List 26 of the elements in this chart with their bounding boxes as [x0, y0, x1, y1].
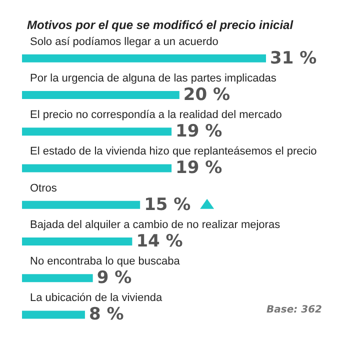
y-tick-label: Otros	[30, 182, 58, 194]
bar	[22, 274, 93, 282]
bar	[22, 54, 266, 62]
data-label: 14 %	[136, 231, 183, 252]
bar	[22, 164, 172, 172]
bar	[22, 237, 132, 246]
data-label: 8 %	[88, 304, 124, 325]
chart-title: Motivos por el que se modificó el precio inicial	[27, 18, 294, 32]
y-tick-label: No encontraba lo que buscaba	[30, 256, 181, 268]
data-label: 20 %	[183, 84, 230, 105]
bar	[22, 200, 140, 209]
bar	[22, 90, 180, 99]
y-tick-label: Bajada del alquiler a cambio de no realizar mejoras	[30, 218, 281, 231]
text: Base: 362	[266, 304, 322, 316]
y-tick-label: La ubicación de la vivienda	[30, 292, 163, 304]
data-label: 9 %	[96, 268, 132, 288]
y-tick-label: El estado de la vivienda hizo que replanteásemos el precio	[30, 146, 317, 158]
data-label: 19 %	[176, 122, 222, 142]
data-label: 19 %	[176, 158, 222, 178]
bar	[22, 310, 85, 319]
y-tick-label: Solo así podíamos llegar a un acuerdo	[30, 36, 218, 48]
bar	[22, 128, 172, 136]
data-label: 31 %	[270, 48, 317, 68]
y-tick-label: Por la urgencia de alguna de las partes implicadas	[30, 72, 277, 84]
y-tick-label: El precio no correspondía a la realidad del mercado	[30, 109, 282, 122]
data-label: 15 %	[144, 194, 191, 215]
